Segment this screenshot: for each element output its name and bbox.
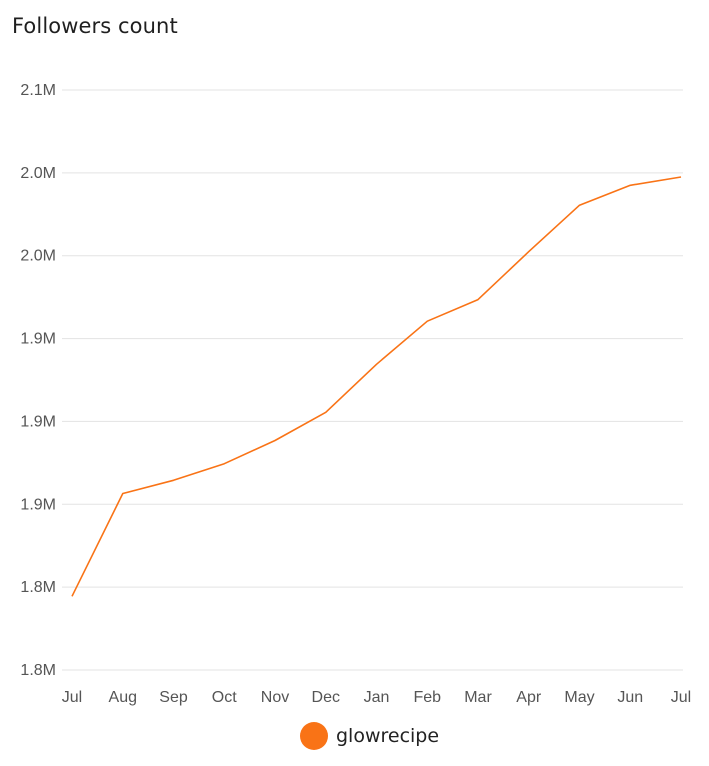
x-tick-label: Jun [617, 689, 643, 706]
x-tick-label: Feb [413, 689, 441, 706]
legend-label-glowrecipe: glowrecipe [336, 725, 440, 747]
x-tick-label: May [564, 689, 594, 706]
x-axis: Jul Aug Sep Oct Nov Dec Jan Feb Mar Apr May Jun Jul [62, 689, 691, 706]
x-tick-label: Sep [159, 689, 188, 706]
x-tick-label: Aug [109, 689, 137, 706]
series-line-glowrecipe [71, 176, 682, 597]
y-tick-label: 1.9M [20, 413, 56, 430]
x-tick-label: Dec [312, 689, 340, 706]
y-tick-label: 1.8M [20, 662, 56, 679]
x-tick-label: Jul [62, 689, 82, 706]
legend-marker-glowrecipe [300, 722, 328, 750]
y-tick-label: 1.9M [20, 331, 56, 348]
chart-title: Followers count [12, 14, 178, 38]
x-tick-label: Jan [364, 689, 390, 706]
y-axis: 1.8M 1.8M 1.9M 1.9M 1.9M 2.0M 2.0M 2.1M [20, 82, 56, 679]
y-tick-label: 2.1M [20, 82, 56, 99]
x-tick-label: Apr [516, 689, 542, 706]
legend: glowrecipe [300, 722, 439, 750]
series-layer [71, 176, 682, 597]
x-tick-label: Oct [212, 689, 237, 706]
x-tick-label: Jul [671, 689, 691, 706]
grid-layer [62, 89, 683, 671]
y-tick-label: 1.9M [20, 496, 56, 513]
y-tick-label: 1.8M [20, 579, 56, 596]
x-tick-label: Nov [261, 689, 289, 706]
x-tick-label: Mar [464, 689, 492, 706]
y-tick-label: 2.0M [20, 248, 56, 265]
y-tick-label: 2.0M [20, 165, 56, 182]
